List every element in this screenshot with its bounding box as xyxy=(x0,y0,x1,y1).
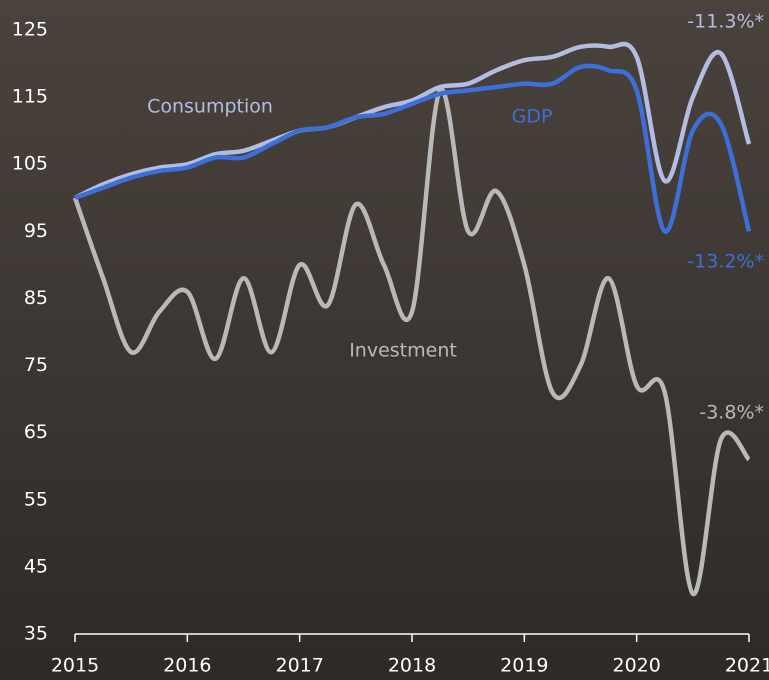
annotation: -3.8%* xyxy=(699,402,764,424)
series-label: Investment xyxy=(349,340,457,362)
chart: 35 45 55 65 75 85 95 105 115 125 2015 2016 2017 2018 2… xyxy=(0,0,769,680)
annotation: -11.3%* xyxy=(687,11,764,33)
x-tick-label: 2021 xyxy=(725,655,769,677)
y-tick-label: 105 xyxy=(12,153,48,175)
y-tick-label: 75 xyxy=(24,354,48,376)
x-tick-label: 2015 xyxy=(51,655,99,677)
x-tick-label: 2018 xyxy=(388,655,436,677)
y-tick-label: 45 xyxy=(24,555,48,577)
x-tick-label: 2016 xyxy=(163,655,211,677)
x-tick-label: 2019 xyxy=(500,655,548,677)
y-tick-label: 55 xyxy=(24,488,48,510)
y-tick-label: 85 xyxy=(24,287,48,309)
y-tick-label: 35 xyxy=(24,623,48,645)
y-tick-label: 125 xyxy=(12,19,48,41)
x-tick-label: 2020 xyxy=(612,655,660,677)
series-label: Consumption xyxy=(147,96,273,118)
y-tick-label: 65 xyxy=(24,421,48,443)
y-tick-label: 95 xyxy=(24,220,48,242)
y-tick-label: 115 xyxy=(12,86,48,108)
series-label: GDP xyxy=(512,106,553,128)
annotation: -13.2%* xyxy=(687,251,764,273)
x-tick-label: 2017 xyxy=(275,655,323,677)
